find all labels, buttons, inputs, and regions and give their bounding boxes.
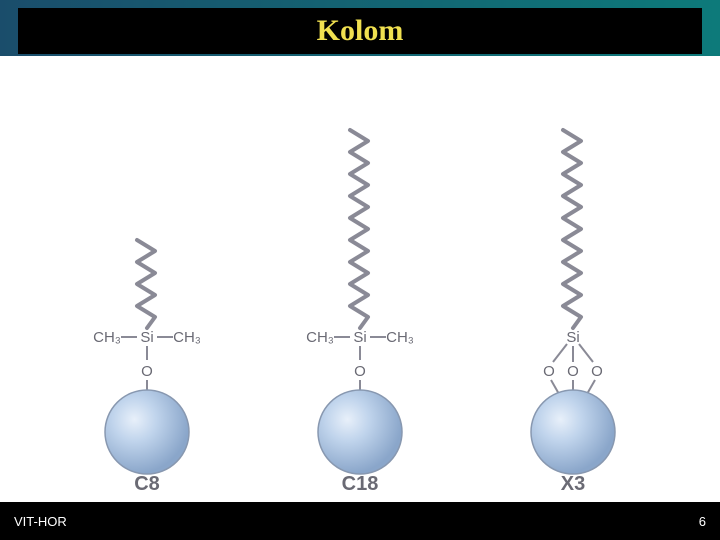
bond-icon [553, 344, 567, 362]
chain-c8 [137, 240, 155, 328]
si-right-c18: CH₃ [386, 329, 414, 346]
silica-sphere-icon [531, 390, 615, 474]
linker-o-c8: O [141, 363, 153, 380]
molecule-svg-c18: CH₃ Si CH₃ O C18 [280, 82, 440, 492]
page-number: 6 [699, 514, 706, 529]
content-area: CH₃ Si CH₃ O C8 [0, 56, 720, 502]
molecule-svg-c8: CH₃ Si CH₃ O C8 [67, 82, 227, 492]
chain-x3 [563, 130, 581, 328]
linker-o1-x3: O [543, 363, 555, 380]
slide-title: Kolom [317, 14, 404, 48]
chain-c18 [350, 130, 368, 328]
footer-left: VIT-HOR [14, 514, 67, 529]
label-c18: C18 [342, 473, 379, 492]
si-right-c8: CH₃ [173, 329, 201, 346]
linker-o2-x3: O [567, 363, 579, 380]
bond-icon [587, 380, 595, 394]
silica-sphere-icon [105, 390, 189, 474]
molecule-x3: Si O O O X3 [493, 82, 653, 492]
diagram-row: CH₃ Si CH₃ O C8 [0, 78, 720, 502]
linker-o-c18: O [354, 363, 366, 380]
molecule-svg-x3: Si O O O X3 [493, 82, 653, 492]
linker-o3-x3: O [591, 363, 603, 380]
title-bar: Kolom [18, 8, 702, 54]
si-c8: Si [140, 329, 153, 346]
si-x3: Si [567, 329, 580, 346]
bond-icon [551, 380, 559, 394]
slide-container: Kolom CH₃ [0, 0, 720, 540]
si-left-c8: CH₃ [93, 329, 121, 346]
footer: VIT-HOR 6 [0, 502, 720, 540]
si-left-c18: CH₃ [306, 329, 334, 346]
label-x3: X3 [561, 473, 585, 492]
molecule-c18: CH₃ Si CH₃ O C18 [280, 82, 440, 492]
molecule-c8: CH₃ Si CH₃ O C8 [67, 82, 227, 492]
si-c18: Si [353, 329, 366, 346]
silica-sphere-icon [318, 390, 402, 474]
bond-icon [579, 344, 593, 362]
label-c8: C8 [134, 473, 160, 492]
